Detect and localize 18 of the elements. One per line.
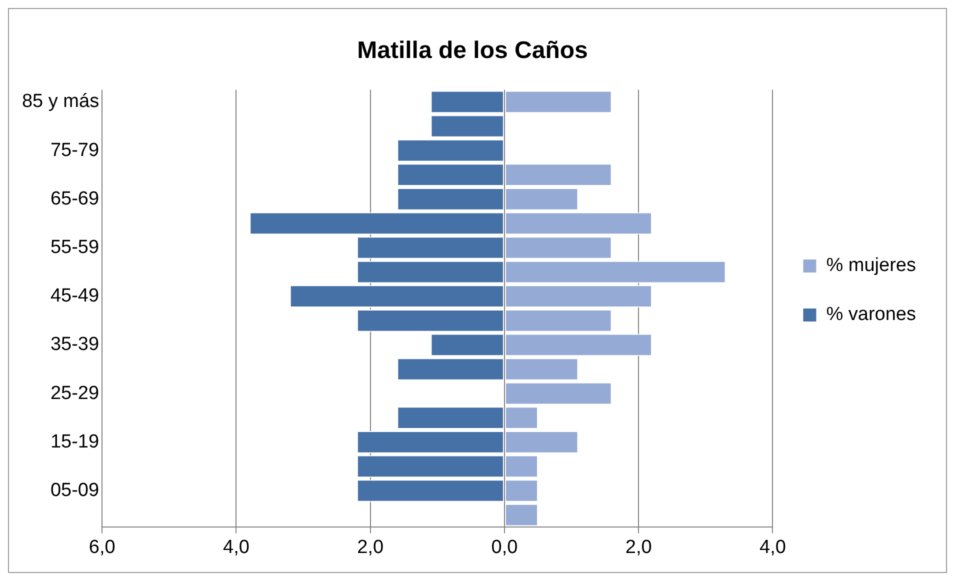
chart-title: Matilla de los Caños [357,37,588,64]
legend-label: % mujeres [826,255,916,276]
x-tick-label: 6,0 [88,536,116,558]
y-tick-label: 45-49 [50,286,100,307]
y-tick-label: 85 y más [22,91,100,112]
x-tick-label: 2,0 [357,536,384,558]
y-tick-label: 55-59 [50,236,100,258]
y-tick-label: 15-19 [50,431,100,452]
y-tick-label: 75-79 [50,140,100,161]
legend-label: % varones [826,304,916,326]
y-tick-label: 25-29 [50,382,100,404]
x-tick-label: 4,0 [760,536,786,558]
x-tick-label: 4,0 [223,536,250,558]
y-tick-label: 35-39 [50,334,100,356]
y-tick-label: 05-09 [50,480,100,501]
y-tick-label: 65-69 [50,188,100,210]
x-tick-label: 2,0 [625,536,652,558]
x-tick-label: 0,0 [491,536,518,558]
